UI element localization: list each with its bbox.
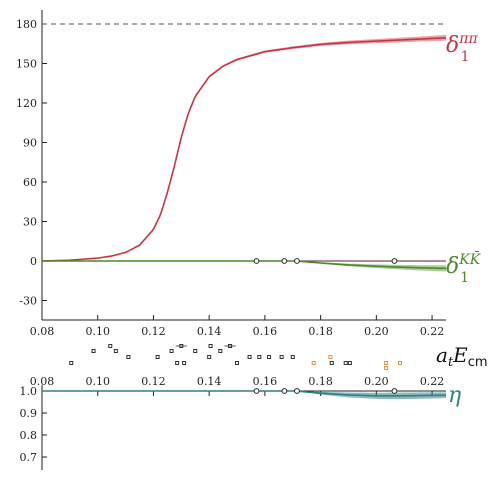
threshold-marker bbox=[253, 258, 260, 264]
p1-series bbox=[41, 34, 447, 272]
energy-level bbox=[91, 349, 96, 353]
energy-level bbox=[257, 355, 262, 359]
p1-x-tick-label: 0.18 bbox=[308, 325, 333, 338]
energy-level bbox=[193, 349, 198, 353]
energy-level bbox=[279, 355, 284, 359]
energy-level bbox=[384, 361, 389, 365]
p3-y-ticks: 0.7 0.8 0.9 1.0 bbox=[20, 385, 47, 464]
series-band-0 bbox=[42, 34, 446, 262]
p1-markers bbox=[253, 258, 398, 264]
eta-line bbox=[42, 390, 447, 397]
p1-x-tick-label: 0.20 bbox=[364, 325, 389, 338]
p3-y-tick-label: 1.0 bbox=[20, 385, 38, 398]
series-line-1 bbox=[42, 260, 447, 270]
energy-level bbox=[228, 344, 233, 348]
p1-y-tick-label: 60 bbox=[23, 176, 37, 189]
p1-x-ticks: 0.08 0.10 0.12 0.14 0.16 0.18 0.20 0.22 bbox=[30, 315, 445, 338]
p1-y-ticks: -30 0 30 60 90 120 150 180 bbox=[16, 18, 47, 308]
energy-level bbox=[343, 361, 348, 365]
p1-x-tick-label: 0.08 bbox=[30, 325, 55, 338]
p3-x-tick-label: 0.12 bbox=[141, 375, 166, 388]
p1-x-tick-label: 0.12 bbox=[141, 325, 166, 338]
threshold-marker bbox=[281, 388, 288, 394]
p3-x-tick-label: 0.16 bbox=[253, 375, 278, 388]
p3-markers bbox=[253, 388, 398, 394]
energy-level bbox=[175, 361, 180, 365]
energy-level bbox=[329, 361, 334, 365]
p3-x-tick-label: 0.18 bbox=[308, 375, 333, 388]
energy-level bbox=[267, 355, 272, 359]
energy-level bbox=[328, 355, 333, 359]
p1-y-tick-label: 150 bbox=[16, 58, 37, 71]
p3-x-tick-label: 0.22 bbox=[420, 375, 445, 388]
series-band-1 bbox=[42, 261, 446, 272]
inelasticity-panel: 0.7 0.8 0.9 1.0 0.08 0.10 0.12 0.14 0.16 0.18 0.2… bbox=[20, 375, 461, 470]
energy-level bbox=[126, 355, 131, 359]
energy-levels bbox=[69, 344, 403, 370]
p1-y-tick-label: 90 bbox=[23, 137, 37, 150]
p1-y-tick-label: 0 bbox=[30, 255, 37, 268]
p1-x-tick-label: 0.22 bbox=[420, 325, 445, 338]
energy-level bbox=[169, 349, 174, 353]
energy-level bbox=[347, 361, 352, 365]
energy-level bbox=[69, 361, 74, 365]
p3-y-tick-label: 0.9 bbox=[20, 407, 38, 420]
p1-x-tick-label: 0.16 bbox=[253, 325, 278, 338]
threshold-marker bbox=[391, 258, 398, 264]
energy-level bbox=[247, 355, 252, 359]
series-line-0 bbox=[41, 37, 447, 262]
p1-y-tick-label: 30 bbox=[23, 216, 37, 229]
x-axis-label: atEcm bbox=[436, 343, 488, 370]
threshold-marker bbox=[281, 258, 288, 264]
p1-y-tick-label: -30 bbox=[19, 295, 37, 308]
energy-level bbox=[384, 366, 389, 370]
p3-x-tick-label: 0.08 bbox=[30, 375, 55, 388]
series-label-pipi: δππ 1 bbox=[446, 31, 478, 65]
eta-band bbox=[42, 391, 446, 400]
series-label-eta: η bbox=[448, 383, 461, 408]
energy-level bbox=[208, 344, 213, 348]
energy-level bbox=[179, 344, 184, 348]
p1-x-tick-label: 0.10 bbox=[85, 325, 110, 338]
phase-shift-panel: -30 0 30 60 90 120 150 180 0.08 0.10 0.12 0.14 0.16… bbox=[16, 10, 482, 338]
energy-level bbox=[155, 355, 160, 359]
energy-level bbox=[311, 361, 316, 365]
energy-level bbox=[182, 361, 187, 365]
energy-level bbox=[108, 344, 113, 348]
threshold-marker bbox=[294, 258, 300, 264]
p3-x-tick-label: 0.14 bbox=[197, 375, 222, 388]
threshold-marker bbox=[253, 388, 260, 394]
p1-y-tick-label: 120 bbox=[16, 97, 37, 110]
energy-level bbox=[207, 355, 212, 359]
series-label-kkbar: δKK̄ 1 bbox=[446, 250, 482, 286]
p3-series bbox=[42, 390, 447, 400]
energy-level bbox=[290, 355, 295, 359]
p3-x-tick-label: 0.10 bbox=[85, 375, 110, 388]
energy-level bbox=[398, 361, 403, 365]
energy-level-panel: atEcm bbox=[69, 343, 488, 370]
p3-x-tick-label: 0.20 bbox=[364, 375, 389, 388]
p3-y-tick-label: 0.7 bbox=[20, 451, 38, 464]
energy-level bbox=[235, 361, 240, 365]
p1-y-tick-label: 180 bbox=[16, 18, 37, 31]
energy-level bbox=[113, 349, 118, 353]
p3-y-tick-label: 0.8 bbox=[20, 429, 38, 442]
energy-level bbox=[218, 349, 223, 353]
threshold-marker bbox=[391, 388, 398, 394]
threshold-marker bbox=[294, 388, 300, 394]
p1-x-tick-label: 0.14 bbox=[197, 325, 222, 338]
